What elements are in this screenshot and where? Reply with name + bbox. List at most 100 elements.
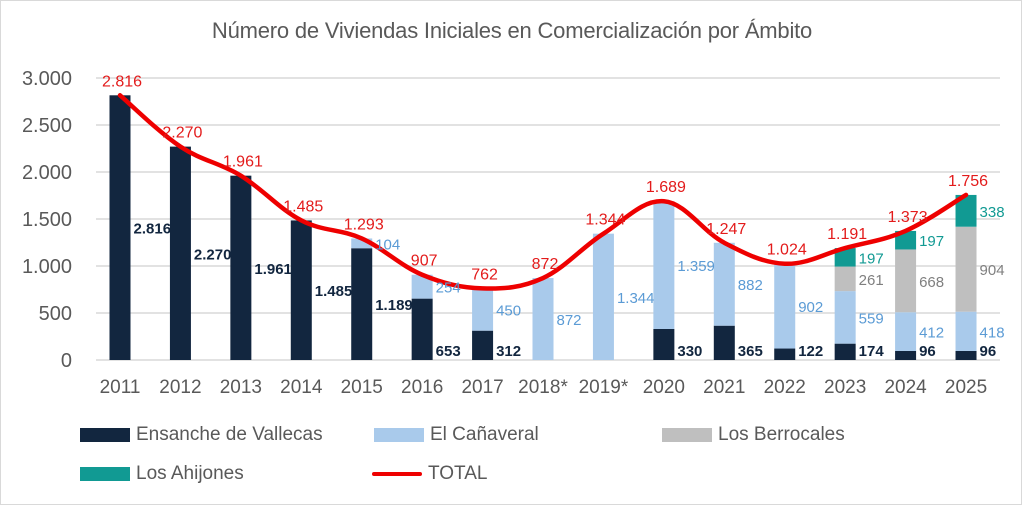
bar-ensanche-de-vallecas [955, 350, 977, 360]
x-tick-label: 2013 [220, 377, 262, 398]
bar-el-ca-averal [472, 288, 494, 331]
bar-el-ca-averal [955, 311, 977, 351]
bar-el-ca-averal [411, 274, 433, 299]
y-tick-label: 500 [39, 303, 72, 325]
bar-los-berrocales [895, 249, 917, 313]
bar-ensanche-de-vallecas [411, 298, 433, 360]
legend-item-ensanche-de-vallecas: Ensanche de Vallecas [80, 424, 323, 446]
x-tick-label: 2020 [643, 377, 685, 398]
data-label: 96 [980, 343, 997, 360]
y-axis-ticks: 0 500 1.000 1.500 2.000 2.500 3.000 [22, 68, 72, 372]
total-data-label: 1.191 [827, 226, 867, 243]
bar-el-ca-averal [532, 278, 554, 360]
bar-los-ahijones [895, 230, 917, 250]
total-data-label: 907 [411, 253, 438, 270]
total-data-label: 1.024 [767, 242, 807, 259]
data-label: 2.816 [134, 221, 172, 238]
data-label: 418 [980, 324, 1005, 341]
legend-swatch [80, 467, 130, 481]
x-tick-label: 2025 [945, 377, 987, 398]
y-tick-label: 0 [61, 350, 72, 372]
legend-label: El Cañaveral [430, 424, 539, 445]
chart-title: Número de Viviendas Iniciales en Comerci… [211, 18, 813, 43]
total-data-label: 1.689 [646, 179, 686, 196]
legend-swatch [662, 428, 712, 442]
x-tick-label: 2016 [401, 377, 443, 398]
y-tick-label: 1.000 [22, 256, 72, 278]
legend-item-total: TOTAL [372, 463, 487, 485]
total-data-label: 1.961 [223, 154, 263, 171]
bars [109, 95, 977, 361]
data-label: 653 [436, 343, 461, 360]
bar-ensanche-de-vallecas [653, 328, 675, 360]
bar-el-ca-averal [895, 312, 917, 351]
legend-label: TOTAL [428, 463, 488, 484]
total-line [117, 93, 969, 291]
y-tick-label: 2.000 [22, 162, 72, 184]
bar-ensanche-de-vallecas [713, 325, 735, 360]
data-label: 197 [919, 233, 944, 250]
y-tick-label: 1.500 [22, 209, 72, 231]
data-label: 2.270 [194, 246, 232, 263]
data-label: 312 [496, 343, 521, 360]
data-label: 365 [738, 343, 763, 360]
legend-label: Los Berrocales [718, 424, 845, 445]
data-label: 104 [375, 236, 400, 253]
bar-los-ahijones [834, 248, 856, 267]
total-data-label: 872 [532, 256, 559, 273]
data-label: 96 [919, 343, 936, 360]
bar-ensanche-de-vallecas [895, 350, 917, 360]
total-data-label: 1.373 [888, 209, 928, 226]
total-data-label: 2.816 [102, 73, 142, 90]
legend-label: Ensanche de Vallecas [136, 424, 323, 445]
data-label: 330 [677, 343, 702, 360]
x-tick-label: 2019* [579, 377, 629, 398]
x-tick-label: 2017 [461, 377, 503, 398]
x-tick-label: 2023 [824, 377, 866, 398]
data-label: 902 [798, 299, 823, 316]
x-tick-label: 2015 [341, 377, 383, 398]
total-data-label: 1.756 [948, 173, 988, 190]
data-label: 904 [980, 262, 1005, 279]
total-line-path [117, 93, 969, 291]
total-data-label: 1.293 [344, 216, 384, 233]
x-tick-label: 2021 [703, 377, 745, 398]
x-tick-label: 2014 [280, 377, 323, 398]
data-label: 1.961 [254, 261, 292, 278]
bar-los-berrocales [955, 226, 977, 312]
data-label: 197 [859, 250, 884, 267]
legend-swatch [374, 428, 424, 442]
data-label: 1.344 [617, 290, 655, 307]
data-labels: 2.816 2.270 1.961 1.485 1.189 653 312 330 365 122… [102, 73, 1005, 360]
bar-el-ca-averal [713, 242, 735, 326]
data-label: 1.359 [677, 258, 715, 275]
legend-swatch [80, 428, 130, 442]
x-tick-label: 2011 [100, 377, 141, 398]
bar-ensanche-de-vallecas [472, 330, 494, 360]
bar-el-ca-averal [834, 291, 856, 344]
bar-ensanche-de-vallecas [230, 175, 252, 360]
total-data-label: 1.344 [585, 212, 625, 229]
x-tick-label: 2024 [884, 377, 927, 398]
x-tick-label: 2018* [518, 377, 568, 398]
bar-los-berrocales [834, 266, 856, 292]
bar-el-ca-averal [592, 233, 614, 360]
data-label: 122 [798, 343, 823, 360]
bar-el-ca-averal [351, 238, 373, 249]
bar-el-ca-averal [774, 263, 796, 349]
legend-item-los-berrocales: Los Berrocales [662, 424, 845, 446]
legend-item-el-canaveral: El Cañaveral [374, 424, 539, 446]
legend-line-swatch [372, 472, 422, 476]
data-label: 872 [557, 312, 582, 329]
data-label: 338 [980, 204, 1005, 221]
data-label: 261 [859, 272, 884, 289]
total-data-label: 762 [471, 266, 498, 283]
legend-item-los-ahijones: Los Ahijones [80, 463, 244, 485]
bar-ensanche-de-vallecas [109, 95, 131, 361]
data-label: 1.189 [375, 297, 413, 314]
bar-ensanche-de-vallecas [774, 348, 796, 360]
y-tick-label: 2.500 [22, 115, 72, 137]
total-data-label: 2.270 [162, 125, 202, 142]
data-label: 1.485 [315, 283, 353, 300]
